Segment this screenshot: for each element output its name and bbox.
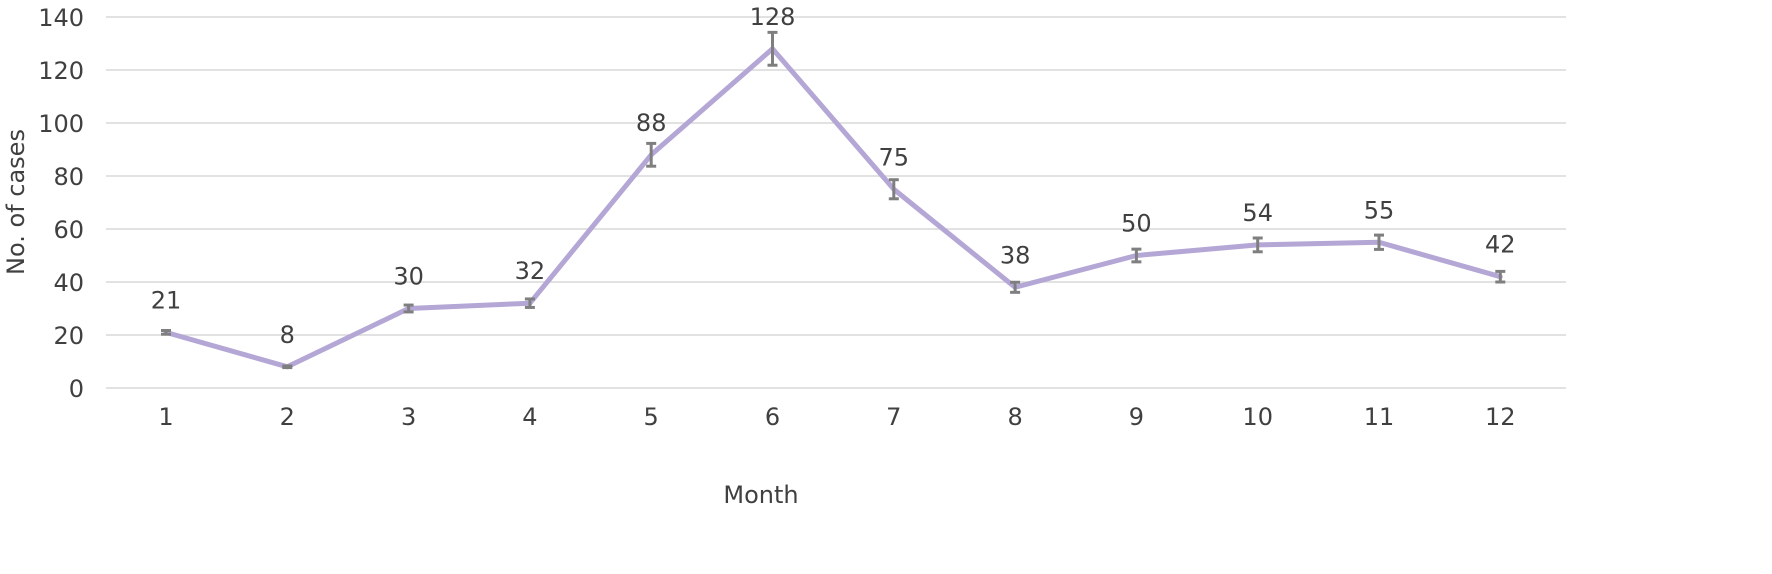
y-tick-label: 120	[38, 57, 84, 85]
data-label: 38	[1000, 241, 1031, 269]
y-tick-label: 40	[53, 269, 84, 297]
error-bar	[1131, 247, 1142, 264]
data-label: 50	[1121, 210, 1152, 238]
x-tick-label: 8	[1007, 403, 1022, 431]
error-bar	[1495, 269, 1506, 284]
x-tick-label: 9	[1129, 403, 1144, 431]
y-tick-label: 60	[53, 216, 84, 244]
error-bar	[646, 141, 657, 168]
y-tick-label: 80	[53, 163, 84, 191]
x-tick-label: 2	[280, 403, 295, 431]
x-tick-label: 10	[1242, 403, 1273, 431]
data-label: 128	[750, 3, 796, 31]
x-axis-title: Month	[723, 481, 798, 509]
error-bar	[1374, 233, 1384, 251]
data-label: 42	[1485, 231, 1516, 259]
data-label: 32	[515, 257, 546, 285]
error-bar	[161, 328, 171, 336]
data-label: 30	[393, 263, 424, 291]
error-bar	[1252, 236, 1263, 254]
x-tick-label: 12	[1485, 403, 1516, 431]
data-label: 8	[280, 321, 295, 349]
x-tick-label: 7	[886, 403, 901, 431]
error-bar	[767, 30, 778, 67]
y-tick-label: 140	[38, 4, 84, 32]
data-label: 55	[1364, 196, 1395, 224]
error-bar	[1010, 280, 1021, 294]
error-bar	[888, 178, 899, 201]
x-tick-label: 4	[522, 403, 537, 431]
error-bar	[282, 364, 293, 370]
x-tick-label: 5	[644, 403, 659, 431]
x-tick-label: 1	[158, 403, 173, 431]
error-bars	[161, 30, 1506, 370]
y-axis-title: No. of cases	[2, 129, 30, 275]
data-labels: 21 8 30 32 88 128 75 38 50 54 55 42	[151, 3, 1516, 349]
y-tick-label: 20	[53, 322, 84, 350]
x-tick-label: 11	[1364, 403, 1395, 431]
series-line	[163, 46, 1503, 370]
x-tick-label: 3	[401, 403, 416, 431]
series-polyline	[163, 46, 1503, 370]
data-label: 21	[151, 286, 182, 314]
error-bar	[403, 303, 414, 314]
y-tick-label: 0	[69, 375, 84, 403]
y-axis-tick-labels: 0 20 40 60 80 100 120 140	[38, 4, 84, 403]
data-label: 54	[1242, 199, 1273, 227]
y-tick-label: 100	[38, 110, 84, 138]
error-bar	[524, 297, 535, 309]
x-tick-label: 6	[765, 403, 780, 431]
data-label: 75	[879, 143, 910, 171]
gridlines	[106, 16, 1566, 389]
x-axis-tick-labels: 1 2 3 4 5 6 7 8 9 10 11 12	[158, 403, 1515, 431]
data-label: 88	[636, 109, 667, 137]
